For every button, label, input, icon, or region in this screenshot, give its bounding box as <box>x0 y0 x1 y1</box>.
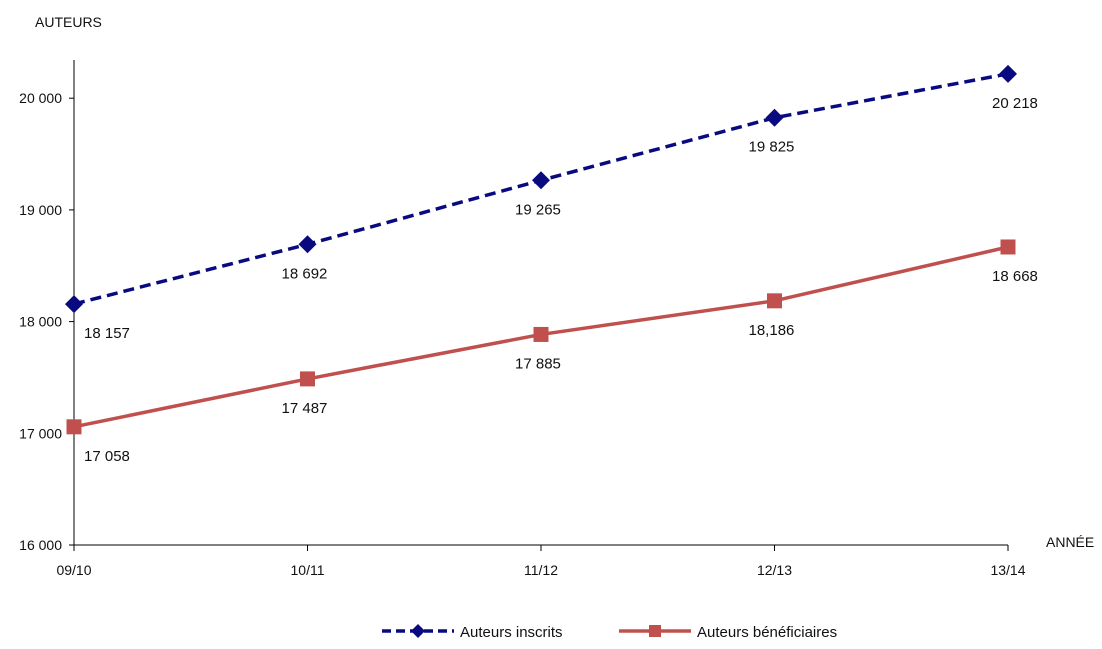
data-point-diamond <box>765 108 784 127</box>
legend: Auteurs inscrits Auteurs bénéficiaires <box>382 624 837 641</box>
legend-label: Auteurs bénéficiaires <box>697 624 837 641</box>
y-axis-title: AUTEURS <box>35 14 102 30</box>
data-label: 17 487 <box>282 400 328 417</box>
data-point-square <box>533 326 549 342</box>
data-label: 18 157 <box>84 325 130 342</box>
data-label: 18 692 <box>282 265 328 282</box>
series-1: 18 157 18 692 19 265 19 825 20 218 <box>65 64 1038 342</box>
data-label: 19 265 <box>515 201 561 218</box>
legend-marker-diamond <box>411 624 425 638</box>
data-label: 18,186 <box>749 322 795 339</box>
x-tick-label: 12/13 <box>757 562 792 578</box>
legend-item-2: Auteurs bénéficiaires <box>619 624 837 641</box>
axes: 16 000 17 000 18 000 19 000 20 000 09/10 10/11… <box>19 60 1026 578</box>
data-point-square <box>767 293 782 309</box>
data-label: 17 058 <box>84 448 130 465</box>
x-axis-title: ANNÉE <box>1046 534 1094 550</box>
x-tick-label: 09/10 <box>56 562 91 578</box>
data-point-diamond <box>999 64 1017 83</box>
y-tick-label: 17 000 <box>19 425 62 441</box>
y-tick-label: 16 000 <box>19 537 62 553</box>
data-point-square <box>1000 239 1016 255</box>
data-label: 18 668 <box>992 268 1038 285</box>
data-label: 17 885 <box>515 355 561 372</box>
y-tick-label: 20 000 <box>19 90 62 106</box>
data-point-square <box>300 371 315 387</box>
data-point-diamond <box>298 235 317 254</box>
data-label: 20 218 <box>992 95 1038 112</box>
data-point-diamond <box>532 171 550 190</box>
series-2: 17 058 17 487 17 885 18,186 18 668 <box>66 239 1038 465</box>
legend-item-1: Auteurs inscrits <box>382 624 563 641</box>
y-tick-label: 19 000 <box>19 202 62 218</box>
series-layer: 18 157 18 692 19 265 19 825 20 218 17 058 17 4… <box>65 64 1038 465</box>
x-tick-label: 11/12 <box>524 562 558 578</box>
data-label: 19 825 <box>749 139 795 156</box>
y-tick-label: 18 000 <box>19 314 62 330</box>
x-tick-label: 13/14 <box>990 562 1025 578</box>
data-point-diamond <box>65 295 83 314</box>
x-tick-label: 10/11 <box>291 562 325 578</box>
legend-label: Auteurs inscrits <box>460 624 563 641</box>
data-point-square <box>66 419 82 435</box>
legend-marker-square <box>649 625 661 637</box>
